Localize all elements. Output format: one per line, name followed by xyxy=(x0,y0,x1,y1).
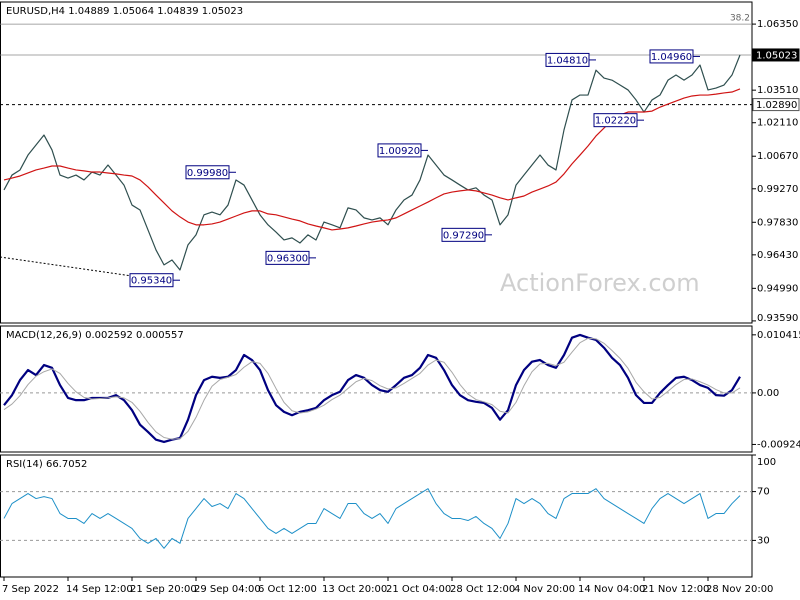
annotation-box xyxy=(545,52,590,67)
x-tick-label: 21 Nov 12:00 xyxy=(642,584,709,595)
y-tick-label: 0.96430 xyxy=(757,250,798,261)
panel-title: RSI(14) 66.7052 xyxy=(6,459,87,470)
x-tick-label: 21 Oct 04:00 xyxy=(386,584,451,595)
x-tick-label: 28 Oct 12:00 xyxy=(450,584,515,595)
watermark: ActionForex.com xyxy=(500,269,700,297)
panel-frame xyxy=(0,1,753,324)
price-label-box xyxy=(752,98,800,112)
y-tick-label: -0.009244 xyxy=(757,439,800,450)
price-label: 1.05023 xyxy=(756,50,797,61)
price-label: 1.02890 xyxy=(756,100,797,111)
annotation-label: 1.04960 xyxy=(651,52,692,63)
annotation-box xyxy=(129,273,174,288)
panel-title: EURUSD,H4 1.04889 1.05064 1.04839 1.0502… xyxy=(6,6,243,17)
y-tick-label: 1.03510 xyxy=(757,85,798,96)
y-tick-label: 0.010415 xyxy=(757,330,800,341)
y-tick-label: 70 xyxy=(757,487,770,498)
y-tick-label: 0.93590 xyxy=(757,313,798,324)
fib-label: 38.2 xyxy=(730,14,750,24)
y-tick-label: 100 xyxy=(757,457,776,468)
panel-frame xyxy=(0,454,753,578)
price-label-box xyxy=(752,48,800,62)
series-line xyxy=(3,54,741,271)
annotation-box xyxy=(265,250,310,265)
annotation-box xyxy=(185,165,230,180)
annotation-label: 0.99980 xyxy=(187,168,228,179)
x-tick-label: 4 Nov 20:00 xyxy=(514,584,575,595)
panel-frame xyxy=(0,325,753,453)
panel-title: MACD(12,26,9) 0.002592 0.000557 xyxy=(6,330,184,341)
y-tick-label: 0.99270 xyxy=(757,184,798,195)
annotation-label: 0.97290 xyxy=(443,230,484,241)
annotation-box xyxy=(649,49,694,64)
x-tick-label: 14 Sep 12:00 xyxy=(66,584,133,595)
x-tick-label: 28 Nov 20:00 xyxy=(706,584,773,595)
y-tick-label: 1.06350 xyxy=(757,19,798,30)
x-tick-label: 7 Sep 2022 xyxy=(2,584,59,595)
annotation-label: 0.96300 xyxy=(267,253,308,264)
annotation-box xyxy=(593,113,638,128)
y-tick-label: 0.97830 xyxy=(757,217,798,228)
series-line xyxy=(3,333,741,444)
annotation-box xyxy=(441,227,486,242)
x-tick-label: 6 Oct 12:00 xyxy=(258,584,317,595)
annotation-label: 1.04810 xyxy=(547,55,588,66)
y-tick-label: 0.94990 xyxy=(757,283,798,294)
y-tick-label: 1.02110 xyxy=(757,118,798,129)
annotation-label: 1.00920 xyxy=(379,146,420,157)
x-tick-label: 13 Oct 20:00 xyxy=(322,584,387,595)
series-line xyxy=(3,488,741,549)
y-tick-label: 1.00670 xyxy=(757,151,798,162)
series-line xyxy=(3,337,741,440)
x-tick-label: 21 Sep 20:00 xyxy=(130,584,197,595)
annotation-label: 0.95340 xyxy=(131,276,172,287)
x-tick-label: 29 Sep 04:00 xyxy=(194,584,261,595)
x-tick-label: 14 Nov 04:00 xyxy=(578,584,645,595)
y-tick-label: 30 xyxy=(757,535,770,546)
y-tick-label: 0.00 xyxy=(757,388,779,399)
annotation-box xyxy=(377,143,422,158)
annotation-label: 1.02220 xyxy=(595,116,636,127)
